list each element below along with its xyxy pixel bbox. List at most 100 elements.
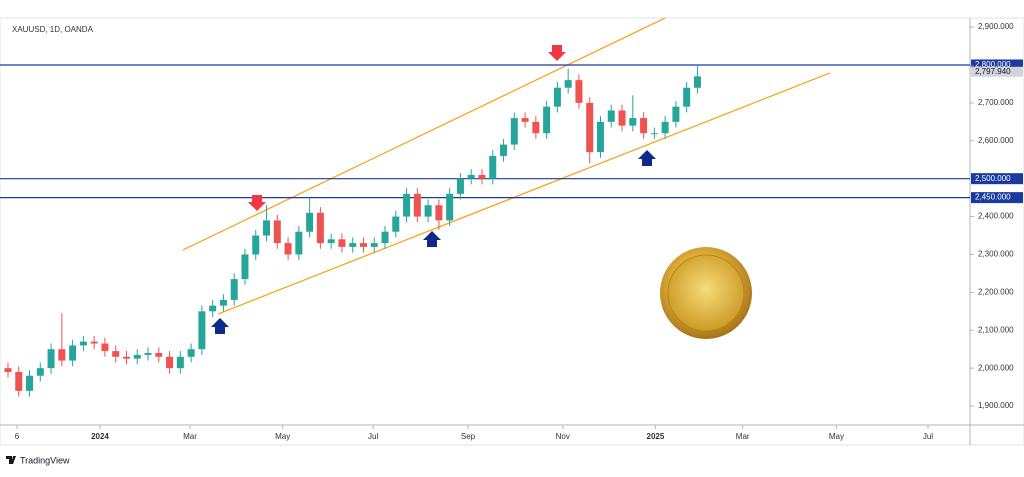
y-tick-label: 1,900.000: [978, 401, 1014, 410]
candle-body: [629, 118, 637, 126]
x-tick-label: 6: [15, 432, 20, 441]
chart-title: XAUUSD, 1D, OANDA: [12, 25, 94, 34]
candle-body: [209, 305, 217, 312]
y-tick-label: 2,100.000: [978, 325, 1014, 334]
candle-body: [133, 354, 141, 359]
candle-body: [467, 174, 475, 179]
candle-body: [661, 121, 669, 134]
last-price-box: [971, 66, 1023, 77]
x-tick-label: Jul: [368, 432, 378, 441]
candle-body: [187, 349, 195, 357]
candle-body: [650, 133, 658, 135]
candle-body: [15, 371, 23, 391]
candle-body: [90, 341, 98, 344]
x-tick-label: 2025: [647, 432, 665, 441]
candle-body: [155, 352, 163, 357]
x-tick-label: Nov: [556, 432, 570, 441]
candle-body: [241, 254, 249, 280]
candle-body: [553, 87, 561, 107]
y-tick-label: 2,200.000: [978, 287, 1014, 296]
candle-body: [338, 239, 346, 247]
candle-body: [640, 118, 648, 134]
candle-body: [36, 368, 44, 376]
brand-name: TradingView: [20, 455, 70, 465]
candle-body: [198, 311, 206, 350]
candle-body: [4, 368, 12, 372]
level-label: 2,500.000: [975, 174, 1011, 183]
candle-body: [295, 231, 303, 255]
y-tick-label: 2,400.000: [978, 212, 1014, 221]
candle-body: [618, 110, 626, 126]
candle-body: [403, 193, 411, 217]
level-label-box: [971, 192, 1023, 204]
level-label: 2,450.000: [975, 193, 1011, 202]
candle-body: [79, 341, 87, 346]
level-label-box: [971, 173, 1023, 185]
candle-body: [575, 80, 583, 103]
trendline: [217, 72, 831, 315]
candle-body: [47, 349, 55, 369]
candle-body: [532, 121, 540, 134]
candle-body: [176, 356, 184, 369]
candle-body: [316, 212, 324, 244]
candle-body: [543, 106, 551, 134]
candle-body: [478, 174, 486, 179]
candle-body: [144, 352, 152, 355]
candle-body: [607, 110, 615, 122]
candle-body: [510, 118, 518, 145]
candle-body: [564, 80, 572, 88]
arrows: [211, 45, 656, 334]
y-tick-label: 2,700.000: [978, 98, 1014, 107]
candle-body: [392, 216, 400, 232]
candle-body: [252, 235, 260, 255]
candle-body: [500, 144, 508, 156]
candle-body: [586, 102, 594, 153]
candle-body: [521, 118, 529, 122]
candle-body: [263, 220, 271, 236]
candle-body: [672, 106, 680, 122]
candle-body: [306, 212, 314, 232]
x-tick-label: 2024: [91, 432, 109, 441]
candle-body: [112, 351, 120, 357]
level-label: 2,800.000: [975, 60, 1011, 69]
brand: TradingView: [6, 455, 70, 465]
candle-body: [349, 243, 357, 247]
y-tick-label: 2,900.000: [978, 22, 1014, 31]
coin: [660, 247, 752, 339]
candle-body: [166, 356, 174, 369]
candle-body: [456, 178, 464, 194]
candle-body: [370, 243, 378, 247]
candle-body: [424, 205, 432, 217]
candle-body: [446, 193, 454, 221]
candle-body: [596, 121, 604, 153]
x-tick-label: Sep: [461, 432, 476, 441]
candle-body: [284, 243, 292, 255]
candle-body: [489, 155, 497, 179]
candle-body: [381, 231, 389, 244]
candle-body: [435, 205, 443, 221]
candle-body: [273, 220, 281, 244]
candle-body: [230, 279, 238, 300]
candle-body: [219, 299, 227, 306]
trendline: [182, 17, 666, 251]
x-tick-label: Mar: [736, 432, 750, 441]
candle-body: [683, 87, 691, 107]
candle-body: [26, 375, 34, 391]
x-tick-label: May: [829, 432, 844, 441]
x-tick-label: May: [275, 432, 290, 441]
x-tick-label: Mar: [183, 432, 197, 441]
candle-body: [58, 349, 66, 361]
candle-body: [693, 76, 701, 88]
candle-body: [101, 343, 109, 352]
y-tick-label: 2,300.000: [978, 250, 1014, 259]
frame: [0, 17, 1024, 446]
level-label-box: [971, 59, 1023, 71]
candle-body: [69, 345, 77, 361]
y-tick-label: 2,000.000: [978, 363, 1014, 372]
candle-body: [327, 239, 335, 244]
last-price-label: 2,797.940: [975, 67, 1011, 76]
candle-body: [122, 356, 130, 359]
candle-body: [413, 193, 421, 217]
x-tick-label: Jul: [923, 432, 933, 441]
